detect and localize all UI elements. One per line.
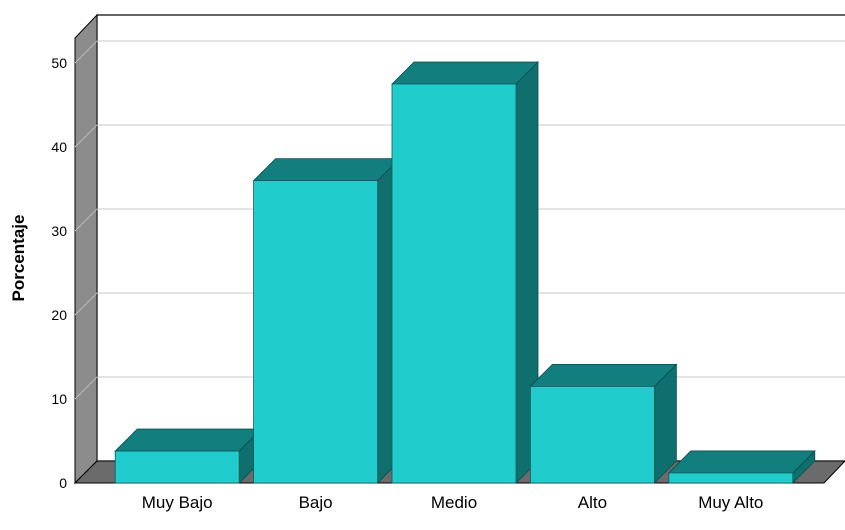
y-tick-label: 30 bbox=[51, 223, 67, 239]
bar-front-face bbox=[668, 472, 794, 484]
bar-top-face bbox=[529, 363, 678, 387]
bar-1 bbox=[252, 157, 401, 484]
y-tick-label: 40 bbox=[51, 139, 67, 155]
y-tick-label: 0 bbox=[59, 475, 67, 491]
bar-top-face bbox=[667, 450, 816, 474]
y-tick-label: 20 bbox=[51, 307, 67, 323]
gridline-side-40 bbox=[74, 124, 98, 148]
bar-4 bbox=[667, 449, 816, 484]
bar-3 bbox=[529, 363, 678, 484]
gridline-side-10 bbox=[74, 376, 98, 400]
y-axis-title: Porcentaje bbox=[9, 215, 28, 302]
bars bbox=[114, 61, 816, 484]
bar-front-face bbox=[114, 450, 240, 484]
bar-0 bbox=[114, 428, 263, 484]
x-tick-label: Medio bbox=[431, 493, 477, 512]
bar-front-face bbox=[391, 83, 517, 484]
bar-top-face bbox=[252, 158, 401, 182]
y-axis-ticks: 0 10 20 30 40 50 bbox=[51, 55, 67, 491]
x-tick-label: Muy Alto bbox=[698, 493, 763, 512]
x-tick-label: Bajo bbox=[299, 493, 333, 512]
bar-front-face bbox=[253, 180, 379, 484]
left-wall bbox=[74, 13, 98, 485]
gridline-side-30 bbox=[74, 208, 98, 232]
bar-2 bbox=[391, 61, 539, 484]
bar-top-face bbox=[114, 428, 263, 452]
y-tick-label: 10 bbox=[51, 391, 67, 407]
bar-front-face bbox=[530, 385, 655, 484]
gridline-side-50 bbox=[74, 40, 98, 64]
x-axis-labels: Muy Bajo Bajo Medio Alto Muy Alto bbox=[142, 493, 764, 512]
bar-top-face bbox=[391, 61, 539, 85]
gridline-side-20 bbox=[74, 292, 98, 316]
y-tick-label: 50 bbox=[51, 55, 67, 71]
x-tick-label: Muy Bajo bbox=[142, 493, 213, 512]
x-tick-label: Alto bbox=[578, 493, 607, 512]
